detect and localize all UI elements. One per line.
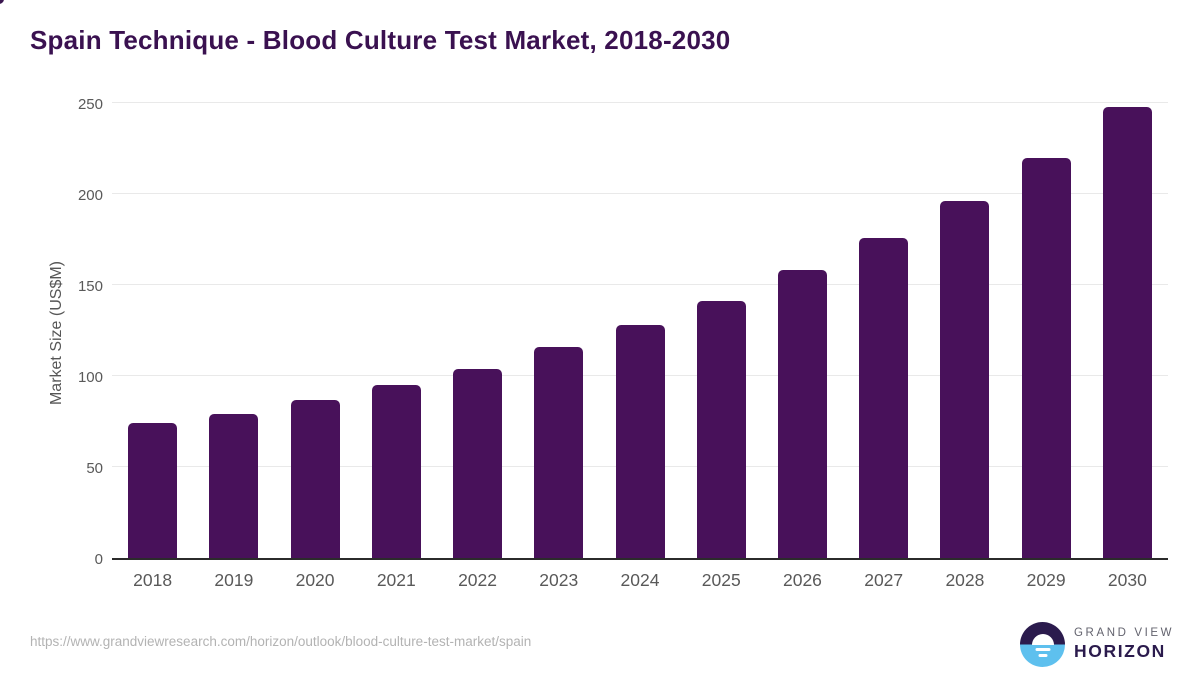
brand-logo: GRAND VIEW HORIZON bbox=[1020, 622, 1174, 667]
plot-area bbox=[112, 102, 1168, 560]
logo-sun-dome bbox=[1031, 633, 1054, 645]
x-axis-tick-labels: 2018 2019 2020 2021 2022 2023 2024 2025 2026 2027… bbox=[112, 570, 1168, 594]
x-tick-label-2028: 2028 bbox=[945, 570, 985, 590]
logo-reflection-dash bbox=[1038, 654, 1047, 657]
y-tick-label-0: 0 bbox=[94, 551, 103, 568]
x-tick-label-2027: 2027 bbox=[864, 570, 904, 590]
x-tick-label-2023: 2023 bbox=[539, 570, 579, 590]
x-tick-label-2026: 2026 bbox=[782, 570, 822, 590]
x-tick-label-2019: 2019 bbox=[214, 570, 254, 590]
x-tick-label-2029: 2029 bbox=[1026, 570, 1066, 590]
brand-logo-text: GRAND VIEW HORIZON bbox=[1074, 627, 1174, 662]
x-tick-label-2020: 2020 bbox=[295, 570, 335, 590]
bar-2018[interactable] bbox=[128, 423, 178, 558]
bar-2022[interactable] bbox=[453, 368, 503, 558]
bar-2021[interactable] bbox=[371, 385, 421, 558]
chart-title: Spain Technique - Blood Culture Test Mar… bbox=[30, 25, 731, 55]
x-tick-label-2021: 2021 bbox=[376, 570, 416, 590]
x-tick-label-2025: 2025 bbox=[701, 570, 741, 590]
x-tick-label-2030: 2030 bbox=[1107, 570, 1147, 590]
brand-name-bottom: HORIZON bbox=[1074, 641, 1166, 661]
bar-2025[interactable] bbox=[696, 301, 746, 558]
bar-2027[interactable] bbox=[859, 237, 909, 558]
y-tick-label-150: 150 bbox=[77, 278, 103, 295]
horizon-sun-logo-icon bbox=[1020, 622, 1065, 667]
brand-name-top: GRAND VIEW bbox=[1074, 627, 1175, 639]
gridline-250 bbox=[112, 102, 1168, 103]
source-url: https://www.grandviewresearch.com/horizo… bbox=[30, 634, 532, 649]
bar-2026[interactable] bbox=[777, 270, 827, 558]
y-tick-label-50: 50 bbox=[86, 460, 103, 477]
logo-reflection-dash bbox=[1035, 648, 1050, 651]
x-tick-label-2018: 2018 bbox=[133, 570, 173, 590]
y-tick-label-200: 200 bbox=[77, 187, 103, 204]
corner-logo-fragment bbox=[0, 0, 4, 4]
gridline-200 bbox=[112, 193, 1168, 194]
gridline-150 bbox=[112, 284, 1168, 285]
bar-2024[interactable] bbox=[615, 325, 665, 558]
bar-2030[interactable] bbox=[1102, 106, 1152, 558]
bar-2019[interactable] bbox=[209, 414, 259, 558]
y-tick-label-250: 250 bbox=[77, 96, 103, 113]
bar-2023[interactable] bbox=[534, 346, 584, 558]
x-tick-label-2024: 2024 bbox=[620, 570, 660, 590]
bar-2029[interactable] bbox=[1021, 157, 1071, 558]
bar-2028[interactable] bbox=[940, 201, 990, 558]
y-axis-tick-labels: 0 50 100 150 200 250 bbox=[30, 96, 103, 568]
x-tick-label-2022: 2022 bbox=[458, 570, 497, 590]
y-tick-label-100: 100 bbox=[77, 369, 103, 386]
bar-2020[interactable] bbox=[290, 399, 340, 558]
